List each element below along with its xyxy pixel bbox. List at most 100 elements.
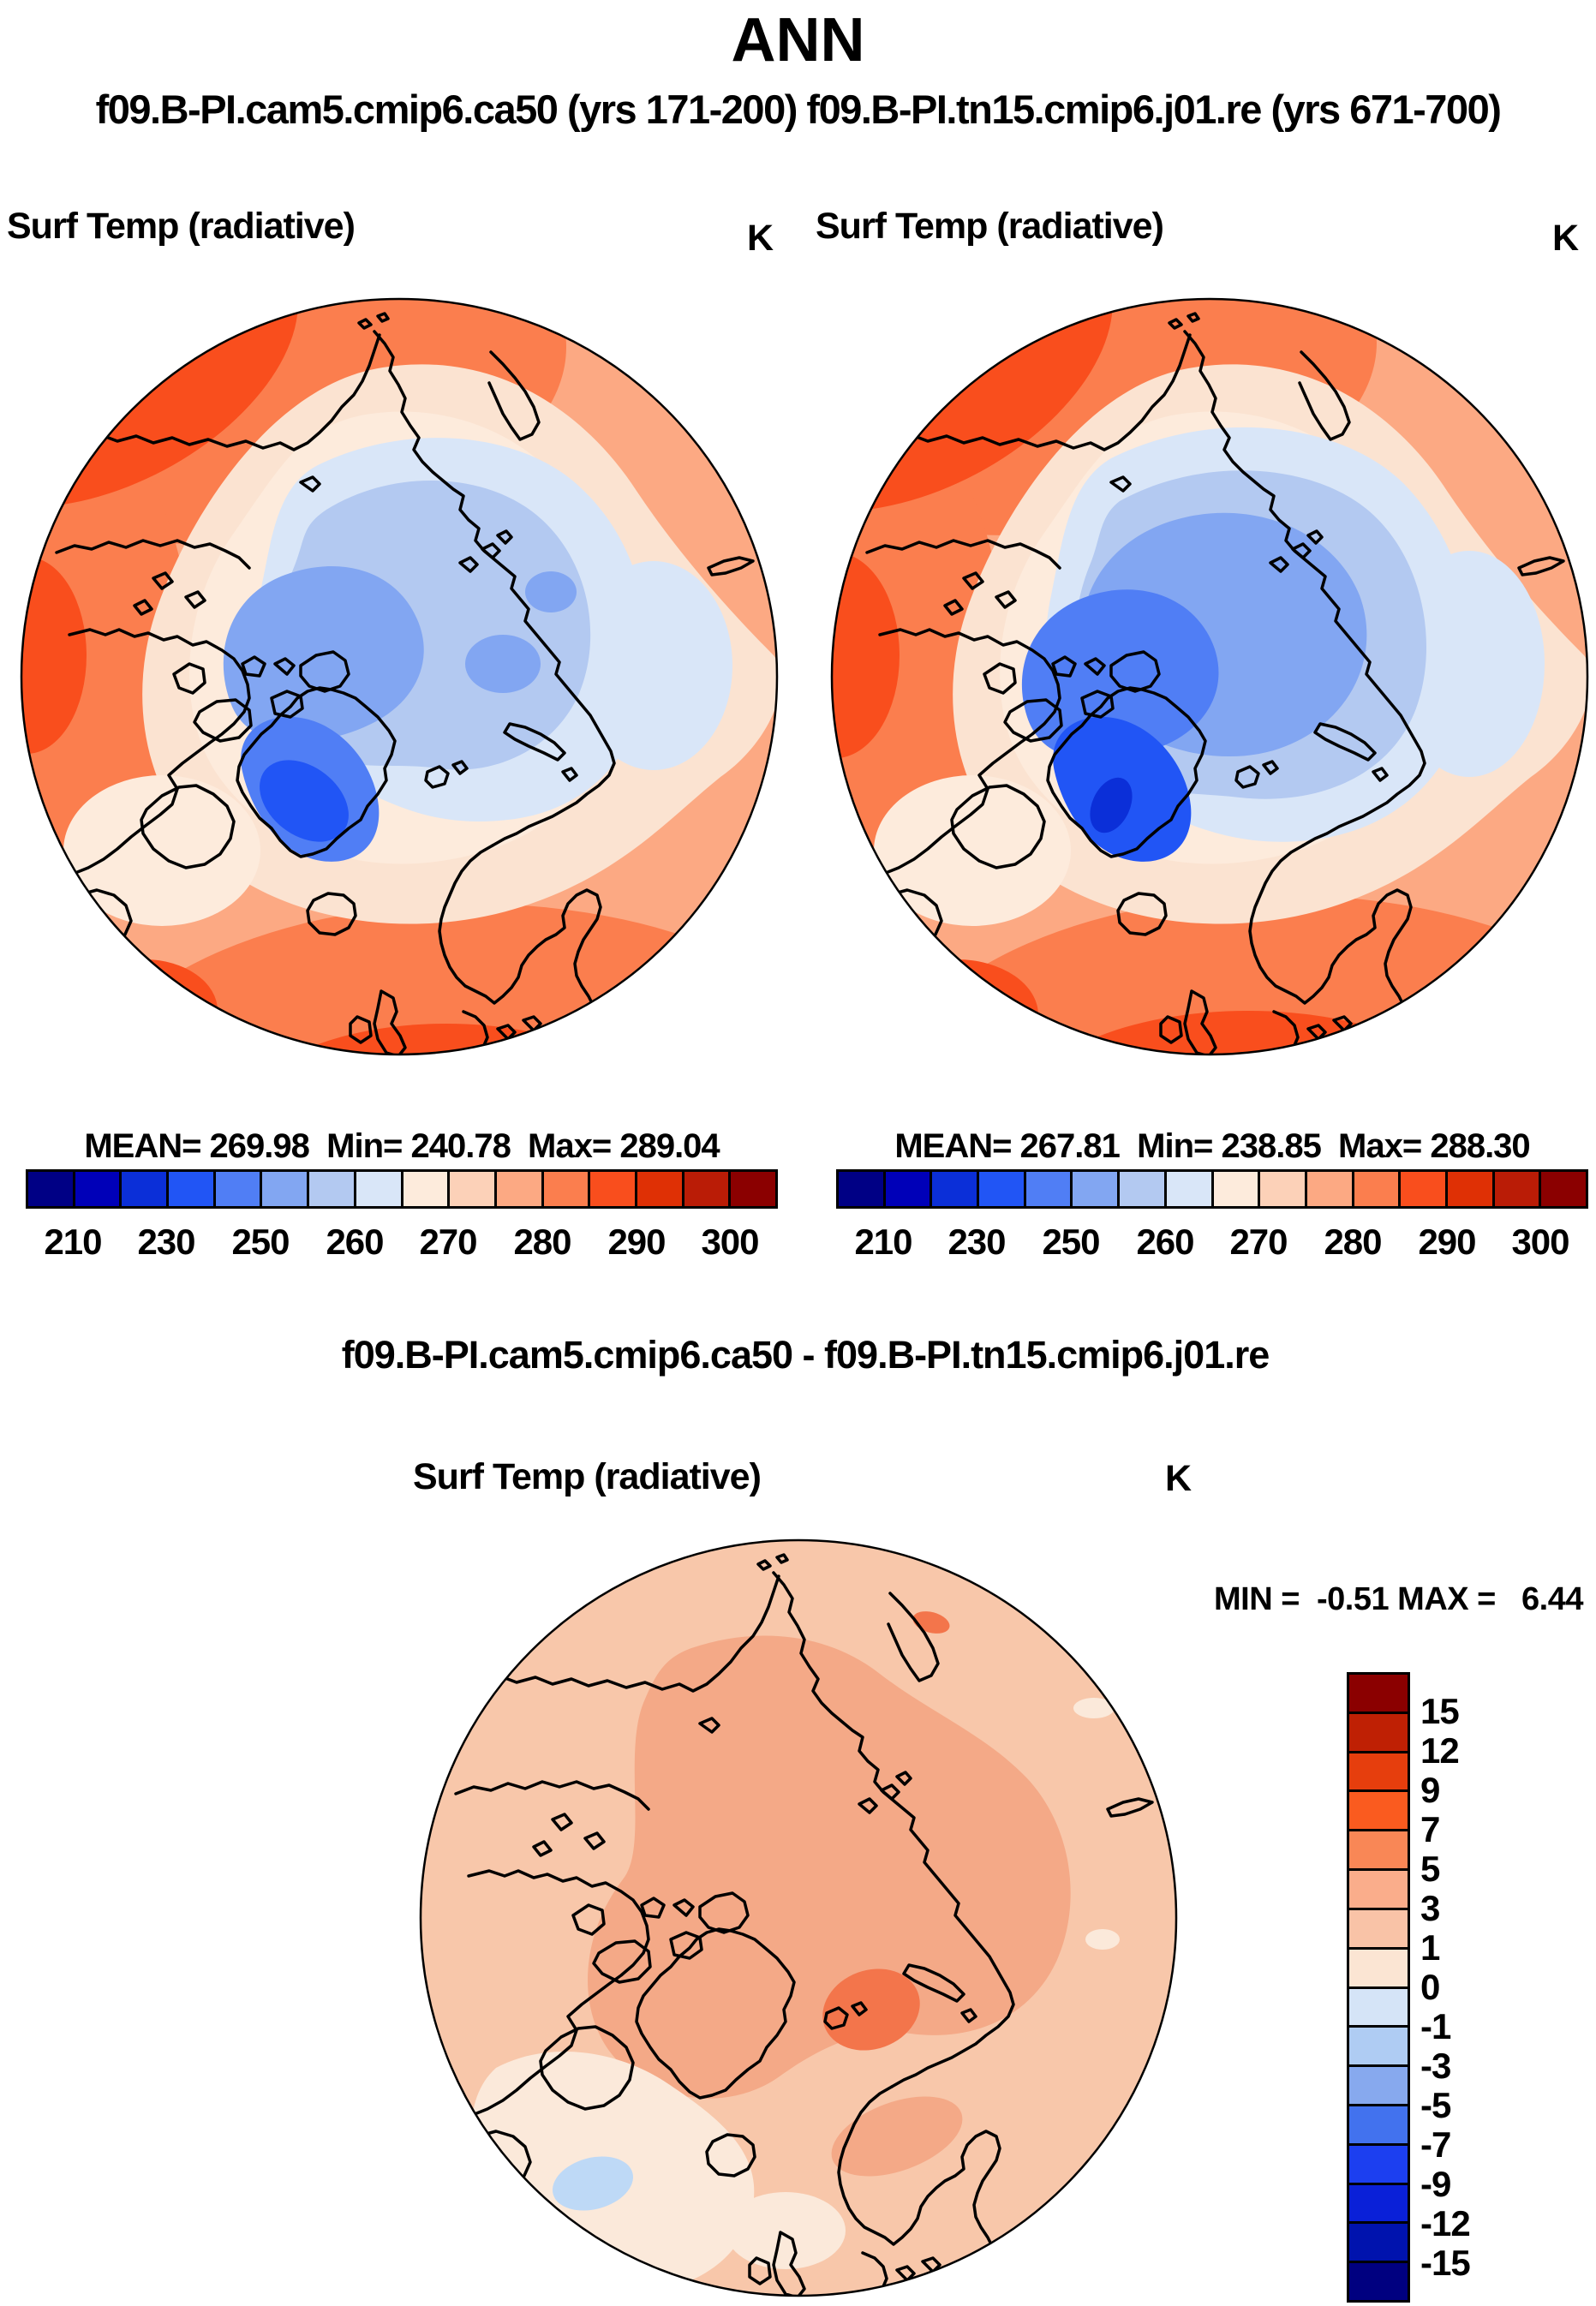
colorbar-tick: 0 bbox=[1420, 1967, 1440, 2007]
colorbar-tick: 280 bbox=[1324, 1222, 1382, 1262]
case1-variable-label: Surf Temp (radiative) bbox=[7, 206, 356, 247]
colorbar-tick: -7 bbox=[1420, 2124, 1451, 2165]
colorbar-cell bbox=[1349, 1750, 1408, 1790]
colorbar-cell bbox=[1349, 2182, 1408, 2222]
colorbar-cell bbox=[1349, 1675, 1408, 1712]
colorbar-cell bbox=[1210, 1172, 1258, 1206]
colorbar-cell bbox=[1349, 2103, 1408, 2143]
difference-contour-fill bbox=[421, 1540, 1176, 2296]
colorbar-cell bbox=[588, 1172, 635, 1206]
difference-variable-label: Surf Temp (radiative) bbox=[413, 1456, 762, 1497]
colorbar-tick: -9 bbox=[1420, 2164, 1451, 2204]
colorbar-cell bbox=[1349, 1907, 1408, 1947]
colorbar-cell bbox=[1258, 1172, 1305, 1206]
colorbar-cell bbox=[1349, 2221, 1408, 2261]
difference-colorbar bbox=[1347, 1672, 1410, 2303]
colorbar-cell bbox=[1349, 2142, 1408, 2183]
case2-stats: MEAN= 267.81 Min= 238.85 Max= 288.30 bbox=[894, 1127, 1530, 1165]
colorbar-cell bbox=[634, 1172, 682, 1206]
colorbar-tick: 230 bbox=[137, 1222, 195, 1262]
colorbar-cell bbox=[1349, 1829, 1408, 1869]
colorbar-cell bbox=[1349, 2064, 1408, 2104]
colorbar-tick: -15 bbox=[1420, 2243, 1471, 2283]
case1-colorbar bbox=[26, 1169, 778, 1209]
colorbar-cell bbox=[1349, 1711, 1408, 1751]
colorbar-tick: 290 bbox=[1418, 1222, 1476, 1262]
colorbar-cell bbox=[839, 1172, 883, 1206]
colorbar-tick: 210 bbox=[44, 1222, 102, 1262]
case2-units-label: K bbox=[1552, 218, 1580, 259]
colorbar-tick: 300 bbox=[701, 1222, 759, 1262]
map-boundary bbox=[419, 1538, 1178, 2297]
colorbar-tick: -1 bbox=[1420, 2006, 1451, 2046]
colorbar-tick: 270 bbox=[1229, 1222, 1288, 1262]
colorbar-tick: 260 bbox=[326, 1222, 384, 1262]
case1-map bbox=[20, 297, 779, 1056]
colorbar-cell bbox=[930, 1172, 977, 1206]
colorbar-cell bbox=[1539, 1172, 1586, 1206]
colorbar-cell bbox=[353, 1172, 401, 1206]
map-boundary bbox=[20, 297, 779, 1056]
colorbar-cell bbox=[1349, 2261, 1408, 2300]
colorbar-cell bbox=[1349, 1868, 1408, 1908]
colorbar-tick: 250 bbox=[231, 1222, 290, 1262]
colorbar-cell bbox=[1491, 1172, 1539, 1206]
colorbar-cell bbox=[882, 1172, 930, 1206]
difference-title: f09.B-PI.cam5.cmip6.ca50 - f09.B-PI.tn15… bbox=[341, 1333, 1270, 1377]
colorbar-tick: 250 bbox=[1042, 1222, 1100, 1262]
colorbar-tick: 270 bbox=[419, 1222, 477, 1262]
colorbar-cell bbox=[1117, 1172, 1164, 1206]
colorbar-tick: 5 bbox=[1420, 1849, 1440, 1889]
colorbar-tick: 300 bbox=[1511, 1222, 1569, 1262]
case2-variable-label: Surf Temp (radiative) bbox=[816, 206, 1164, 247]
colorbar-cell bbox=[1444, 1172, 1492, 1206]
difference-units-label: K bbox=[1165, 1458, 1193, 1499]
colorbar-cell bbox=[447, 1172, 494, 1206]
colorbar-cell bbox=[260, 1172, 308, 1206]
colorbar-tick: 12 bbox=[1420, 1730, 1460, 1771]
colorbar-tick: 3 bbox=[1420, 1888, 1440, 1928]
case2-map bbox=[830, 297, 1589, 1056]
case1-units-label: K bbox=[747, 218, 774, 259]
colorbar-tick: 280 bbox=[513, 1222, 571, 1262]
difference-map bbox=[419, 1538, 1178, 2297]
colorbar-cell bbox=[1023, 1172, 1071, 1206]
colorbar-cell bbox=[119, 1172, 167, 1206]
colorbar-cell bbox=[1349, 1946, 1408, 1986]
colorbar-tick: -5 bbox=[1420, 2085, 1451, 2125]
colorbar-cell bbox=[1163, 1172, 1211, 1206]
colorbar-cell bbox=[72, 1172, 120, 1206]
colorbar-cell bbox=[1349, 1789, 1408, 1830]
case2-colorbar bbox=[836, 1169, 1588, 1209]
colorbar-cell bbox=[1351, 1172, 1399, 1206]
colorbar-cell bbox=[1070, 1172, 1118, 1206]
colorbar-tick: 290 bbox=[607, 1222, 666, 1262]
colorbar-cell bbox=[307, 1172, 354, 1206]
colorbar-tick: 210 bbox=[854, 1222, 912, 1262]
case1-stats: MEAN= 269.98 Min= 240.78 Max= 289.04 bbox=[84, 1127, 720, 1165]
colorbar-cell bbox=[681, 1172, 729, 1206]
case1-contour-fill bbox=[21, 299, 777, 1054]
colorbar-cell bbox=[493, 1172, 541, 1206]
colorbar-cell bbox=[400, 1172, 448, 1206]
colorbar-cell bbox=[1349, 2025, 1408, 2065]
page-title: ANN bbox=[731, 6, 865, 75]
difference-stats: MIN = -0.51 MAX = 6.44 bbox=[1213, 1581, 1584, 1617]
colorbar-cell bbox=[166, 1172, 213, 1206]
colorbar-cell bbox=[728, 1172, 775, 1206]
colorbar-tick: 15 bbox=[1420, 1691, 1460, 1731]
colorbar-tick: 260 bbox=[1136, 1222, 1194, 1262]
map-boundary bbox=[830, 297, 1589, 1056]
colorbar-cell bbox=[977, 1172, 1024, 1206]
colorbar-tick: 7 bbox=[1420, 1809, 1440, 1849]
colorbar-cell bbox=[1304, 1172, 1352, 1206]
colorbar-cell bbox=[28, 1172, 73, 1206]
case-subtitle: f09.B-PI.cam5.cmip6.ca50 (yrs 171-200) f… bbox=[95, 87, 1502, 132]
colorbar-cell bbox=[212, 1172, 260, 1206]
colorbar-tick: -12 bbox=[1420, 2203, 1471, 2243]
colorbar-tick: 1 bbox=[1420, 1927, 1440, 1968]
colorbar-tick: 230 bbox=[947, 1222, 1006, 1262]
colorbar-tick: -3 bbox=[1420, 2046, 1451, 2086]
colorbar-cell bbox=[1398, 1172, 1445, 1206]
